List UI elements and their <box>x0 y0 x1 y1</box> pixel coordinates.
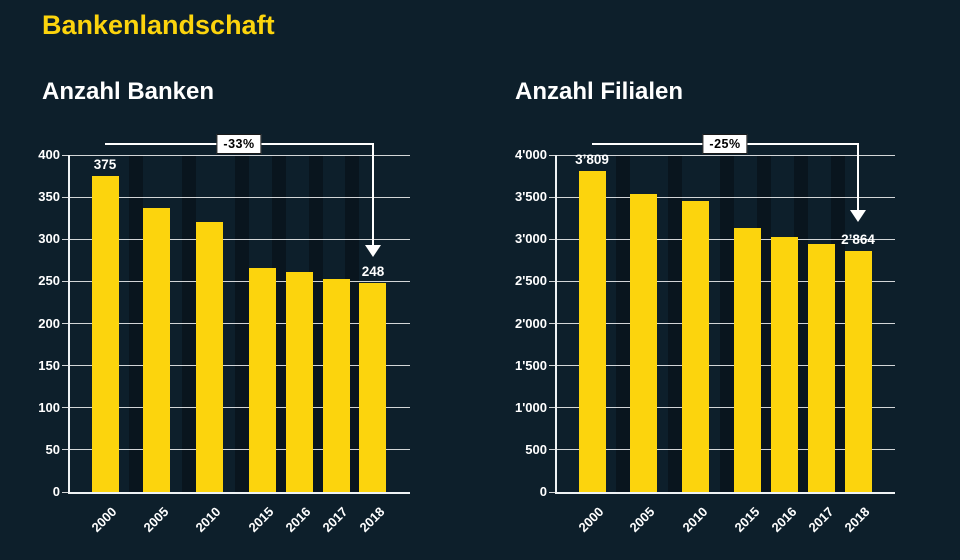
bar-2000 <box>579 171 606 492</box>
x-axis-label-2010: 2010 <box>192 504 224 536</box>
y-axis-tick-label: 250 <box>38 273 60 288</box>
gridline <box>62 407 410 408</box>
chart-title-anzahl-banken: Anzahl Banken <box>42 78 215 105</box>
bar-2015 <box>734 228 761 492</box>
x-axis-line <box>555 492 895 494</box>
gridline <box>62 281 410 282</box>
gridline <box>62 323 410 324</box>
annotation-percent-label: -25% <box>702 134 748 154</box>
bar-2005 <box>143 208 170 492</box>
y-axis-tick-label: 100 <box>38 400 60 415</box>
gridline <box>62 365 410 366</box>
y-axis-tick-label: 2'500 <box>514 273 547 288</box>
bar-value-label-2018: 2’864 <box>841 232 875 247</box>
x-axis-label-2010: 2010 <box>679 504 711 536</box>
annotation-line-vertical <box>857 143 859 210</box>
y-axis-tick-label: 3'500 <box>514 189 547 204</box>
y-axis-tick-label: 1'500 <box>514 358 547 373</box>
x-axis-label-2018: 2018 <box>841 504 873 536</box>
gridline <box>549 155 895 156</box>
y-axis-tick-label: 2'000 <box>514 316 547 331</box>
gridline <box>62 155 410 156</box>
y-axis-tick-label: 350 <box>38 189 60 204</box>
y-axis-tick-label: 3'000 <box>514 231 547 246</box>
bar-2016 <box>771 237 798 492</box>
gridline <box>62 449 410 450</box>
bar-2017 <box>808 244 835 492</box>
bar-2010 <box>196 222 223 492</box>
y-axis-tick-label: 0 <box>539 484 547 499</box>
y-axis-tick-label: 300 <box>38 231 60 246</box>
plot-area-anzahl-banken: 0 50 100 150 200 250 300 350 400 2000 2005 2010 2015… <box>38 134 410 535</box>
y-axis-tick-label: 400 <box>38 147 60 162</box>
y-axis-tick-label: 200 <box>38 316 60 331</box>
gridline <box>549 449 895 450</box>
x-axis-label-2015: 2015 <box>731 504 763 536</box>
x-axis-line <box>68 492 410 494</box>
gridline <box>549 407 895 408</box>
y-axis-tick-label: 4'000 <box>514 147 547 162</box>
gridline <box>549 281 895 282</box>
x-axis-label-2005: 2005 <box>140 504 172 536</box>
bar-2000 <box>92 176 119 492</box>
y-axis-line <box>555 155 557 492</box>
bar-2018 <box>845 251 872 492</box>
bar-2010 <box>682 201 709 492</box>
plot-area-anzahl-filialen: 0 500 1'000 1'500 2'000 2'500 3'000 3'500 4'000 2… <box>515 134 895 535</box>
gridline <box>62 239 410 240</box>
x-axis-label-2016: 2016 <box>768 504 800 536</box>
y-axis-tick-label: 500 <box>525 442 547 457</box>
annotation-arrowhead-icon <box>850 210 866 222</box>
page-title: Bankenlandschaft <box>42 10 275 40</box>
x-axis-label-2000: 2000 <box>575 504 607 536</box>
gridline <box>549 323 895 324</box>
gridline <box>62 197 410 198</box>
gridline <box>549 197 895 198</box>
x-axis-label-2000: 2000 <box>88 504 120 536</box>
y-axis-tick-label: 1'000 <box>514 400 547 415</box>
bar-2017 <box>323 279 350 492</box>
x-axis-label-2018: 2018 <box>356 504 388 536</box>
x-axis-label-2016: 2016 <box>282 504 314 536</box>
y-axis-tick-label: 50 <box>45 442 60 457</box>
annotation-arrowhead-icon <box>365 245 381 257</box>
chart-title-anzahl-filialen: Anzahl Filialen <box>515 78 684 105</box>
gridline <box>549 239 895 240</box>
x-axis-label-2017: 2017 <box>805 504 837 536</box>
bar-value-label-2000: 375 <box>93 157 117 172</box>
bar-value-label-2018: 248 <box>361 264 385 279</box>
y-axis-tick-label: 0 <box>52 484 60 499</box>
y-axis-line <box>68 155 70 492</box>
gridline <box>549 365 895 366</box>
bar-2005 <box>630 194 657 492</box>
bar-2018 <box>359 283 386 492</box>
bar-2016 <box>286 272 313 492</box>
annotation-percent-label: -33% <box>216 134 262 154</box>
y-axis-tick-label: 150 <box>38 358 60 373</box>
annotation-line-vertical <box>372 143 374 245</box>
bar-value-label-2000: 3’809 <box>575 152 609 167</box>
x-axis-label-2015: 2015 <box>245 504 277 536</box>
x-axis-label-2005: 2005 <box>626 504 658 536</box>
x-axis-label-2017: 2017 <box>319 504 351 536</box>
bar-2015 <box>249 268 276 492</box>
